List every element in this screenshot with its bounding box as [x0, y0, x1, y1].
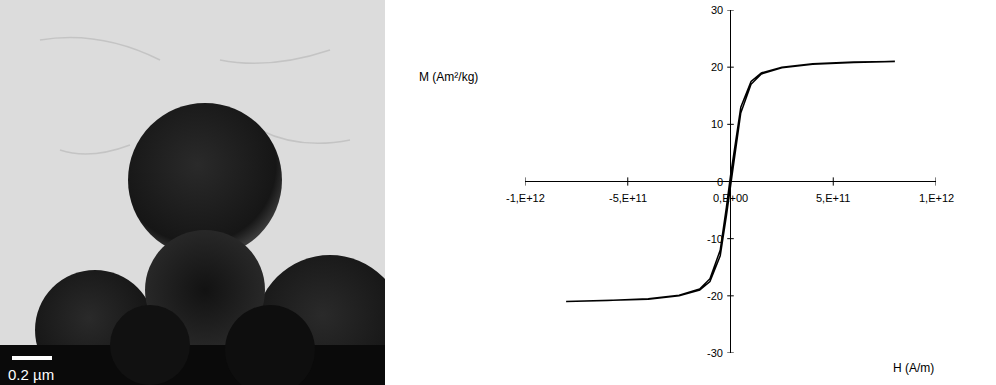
svg-text:-30: -30 [707, 347, 723, 359]
svg-text:-10: -10 [707, 233, 723, 245]
svg-text:H (A/m): H (A/m) [893, 361, 934, 375]
svg-text:1,E+12: 1,E+12 [919, 192, 954, 204]
svg-text:-20: -20 [707, 290, 723, 302]
svg-text:30: 30 [711, 4, 723, 16]
svg-text:20: 20 [711, 61, 723, 73]
svg-text:0: 0 [717, 176, 723, 188]
svg-text:-1,E+12: -1,E+12 [506, 192, 545, 204]
svg-text:5,E+11: 5,E+11 [816, 192, 850, 204]
svg-text:0.2 µm: 0.2 µm [8, 366, 54, 383]
svg-text:0,E+00: 0,E+00 [713, 192, 748, 204]
svg-text:10: 10 [711, 118, 723, 130]
svg-text:-5,E+11: -5,E+11 [609, 192, 647, 204]
svg-text:M (Am²/kg): M (Am²/kg) [419, 70, 478, 84]
